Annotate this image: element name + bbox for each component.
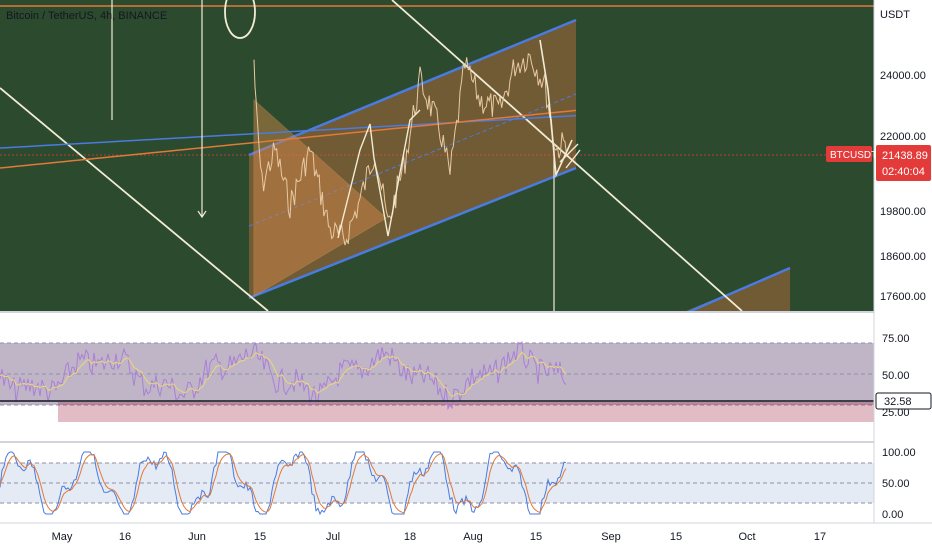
zigzag-annotation[interactable] (337, 109, 421, 239)
time-tick-label: Jun (188, 531, 206, 543)
rsi-tick-label: 75.00 (882, 333, 910, 345)
channel-upper-line[interactable] (248, 18, 577, 157)
channel-lower-line[interactable] (248, 166, 577, 300)
price-axis[interactable] (874, 0, 932, 523)
stochastic-pane[interactable] (0, 451, 874, 516)
moving-average-orange (0, 109, 577, 169)
time-axis[interactable] (0, 523, 932, 550)
time-tick-label: 15 (254, 531, 266, 543)
price-axis-ticks: 24000.00 22000.00 19800.00 18600.00 17600.00 (880, 70, 926, 303)
price-tag[interactable] (876, 145, 931, 181)
rsi-line (0, 340, 567, 411)
rsi-tick-label: 50.00 (882, 370, 910, 382)
stoch-d-line (0, 453, 567, 514)
stoch-tick-label: 0.00 (882, 509, 903, 521)
rsi-value-label: 32.58 (884, 396, 912, 408)
rsi-oversold-zone (58, 402, 874, 422)
price-tick-label: 19800.00 (880, 206, 926, 218)
stoch-k-line (0, 451, 567, 516)
time-tick-label: May (52, 531, 73, 543)
time-tick-label: Sep (601, 531, 621, 543)
stoch-axis-ticks: 100.00 50.00 0.00 (882, 447, 916, 521)
symbol-tag[interactable] (826, 146, 872, 162)
price-tick-label: 18600.00 (880, 251, 926, 263)
time-tick-label: Oct (738, 531, 755, 543)
time-tick-label: Aug (463, 531, 483, 543)
ascending-channel[interactable] (249, 20, 576, 298)
rsi-axis-ticks: 75.00 50.00 25.00 (882, 333, 910, 419)
time-tick-label: 18 (404, 531, 416, 543)
projected-channel-line[interactable] (686, 266, 791, 313)
time-tick-label: Jul (326, 531, 340, 543)
price-tick-label: 17600.00 (880, 291, 926, 303)
price-tick-label: 22000.00 (880, 131, 926, 143)
price-tick-label: 24000.00 (880, 70, 926, 82)
arrow-head-icon (197, 210, 207, 219)
time-tick-label: 15 (530, 531, 542, 543)
channel-mid-line (248, 93, 577, 227)
currency-label: USDT (880, 9, 910, 21)
symbol-title[interactable]: Bitcoin / TetherUS, 4h, BINANCE (6, 10, 168, 22)
rsi-value-tag[interactable] (875, 392, 932, 410)
price-tag-countdown: 02:40:04 (882, 166, 925, 178)
price-series-line (253, 52, 567, 246)
moving-average-blue (0, 114, 577, 149)
price-pane-background (0, 0, 874, 311)
descending-trend-line[interactable] (0, 87, 269, 311)
symbol-tag-label: BTCUSDT (830, 150, 877, 161)
time-tick-label: 16 (119, 531, 131, 543)
rsi-tick-label: 25.00 (882, 407, 910, 419)
circle-annotation[interactable] (224, 0, 256, 39)
stoch-tick-label: 100.00 (882, 447, 916, 459)
tick-mark[interactable] (559, 143, 579, 163)
rsi-pane[interactable] (0, 340, 874, 422)
price-pane[interactable] (0, 0, 874, 313)
time-tick-label: 15 (670, 531, 682, 543)
price-tag-value: 21438.89 (882, 150, 928, 162)
time-axis-ticks: May 16 Jun 15 Jul 18 Aug 15 Sep 15 Oct 17 (52, 531, 827, 543)
rsi-signal-line (0, 351, 567, 398)
tick-mark[interactable] (565, 149, 581, 169)
stoch-tick-label: 50.00 (882, 478, 910, 490)
time-tick-label: 17 (814, 531, 826, 543)
